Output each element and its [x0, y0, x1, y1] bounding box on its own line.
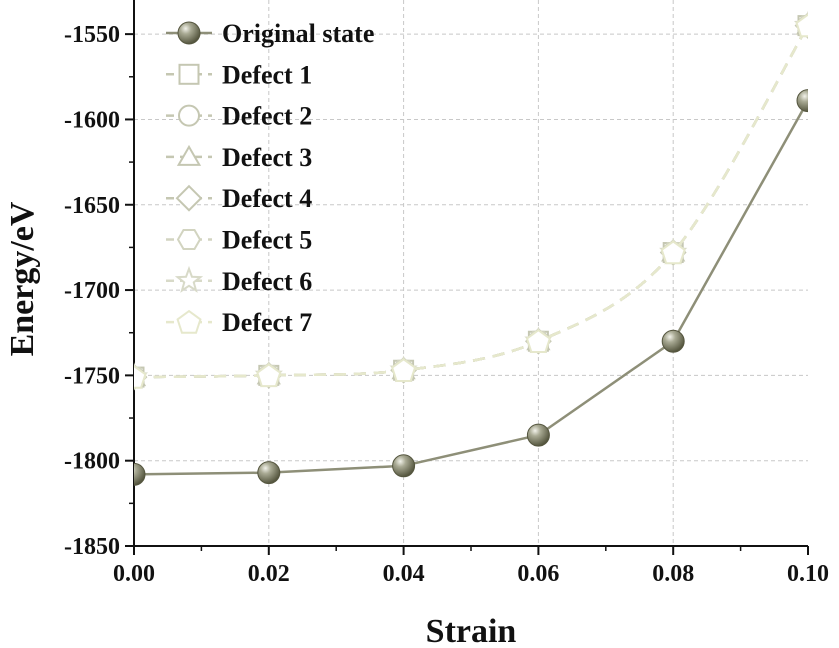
y-tick-label: -1700 [64, 278, 120, 304]
legend-item: Original state [166, 19, 374, 48]
legend-item: Defect 6 [166, 265, 312, 296]
legend-item: Defect 2 [166, 102, 312, 131]
x-tick-label: 0.04 [383, 561, 425, 587]
y-tick-label: -1750 [64, 363, 120, 389]
legend-label: Defect 7 [222, 308, 312, 337]
x-tick-label: 0.06 [517, 561, 559, 587]
data-point [134, 364, 147, 389]
data-point [391, 358, 417, 382]
legend-item: Defect 5 [166, 226, 312, 255]
x-tick-label: 0.02 [248, 561, 290, 587]
legend-marker [178, 63, 200, 85]
legend-item: Defect 7 [166, 308, 312, 337]
legend-label: Original state [222, 19, 374, 48]
legend-label: Defect 3 [222, 143, 312, 172]
y-tick-label: -1650 [64, 193, 120, 219]
series-group [134, 10, 808, 486]
data-point [134, 462, 146, 486]
legend-marker [176, 228, 202, 251]
legend-item: Defect 1 [166, 60, 312, 89]
legend-item: Defect 4 [166, 184, 312, 213]
legend-marker [176, 144, 202, 166]
legend-label: Defect 2 [222, 102, 312, 131]
series-line [134, 100, 808, 476]
legend-label: Defect 4 [222, 184, 312, 213]
y-tick-label: -1550 [64, 22, 120, 48]
data-point [392, 454, 416, 478]
data-point [796, 89, 808, 113]
data-point [257, 461, 281, 485]
x-tick-label: 0.08 [652, 561, 694, 587]
x-axis-title: Strain [426, 613, 517, 648]
y-tick-label: -1800 [64, 449, 120, 475]
x-tick-label: 0.00 [113, 561, 155, 587]
grid [134, 0, 808, 546]
legend-label: Defect 5 [222, 226, 312, 255]
y-tick-label: -1600 [64, 107, 120, 133]
data-point [526, 423, 550, 447]
axis-ticks: 0.00 0.02 0.04 0.06 0.08 0.10 -1850 -1800 -1750 -… [64, 22, 829, 587]
legend-marker [176, 309, 202, 334]
legend-marker [174, 265, 204, 293]
legend-marker [178, 104, 200, 127]
legend-label: Defect 1 [222, 60, 312, 89]
series-defect-7 [134, 13, 808, 389]
legend-marker [175, 184, 203, 212]
legend-item: Defect 3 [166, 143, 312, 172]
series-original-state [134, 89, 808, 486]
data-point [795, 13, 808, 38]
data-point [660, 240, 686, 265]
legend: Original state Defect 1 Defect 2 Defect 3 De… [166, 19, 374, 337]
data-point [256, 363, 282, 388]
data-point [525, 329, 551, 353]
legend-marker [177, 21, 201, 45]
legend-label: Defect 6 [222, 267, 312, 296]
y-axis-title: Energy/eV [4, 201, 41, 356]
data-point [661, 329, 685, 353]
x-tick-label: 0.10 [787, 561, 829, 587]
y-tick-label: -1850 [64, 534, 120, 560]
